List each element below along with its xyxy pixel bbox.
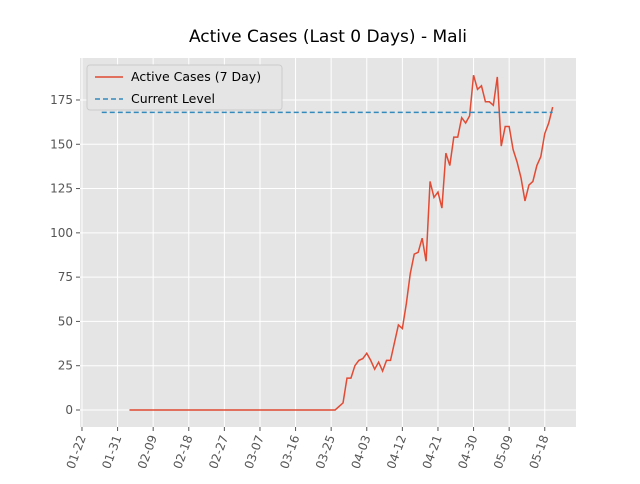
x-tick-label: 05-18 <box>526 433 551 471</box>
x-tick-label: 03-16 <box>277 433 302 471</box>
x-tick-label: 02-09 <box>135 433 160 471</box>
legend-label: Active Cases (7 Day) <box>131 69 261 84</box>
y-tick-label: 25 <box>58 359 73 373</box>
line <box>129 74 554 411</box>
x-tick-label: 01-22 <box>64 433 89 471</box>
x-tick-label: 04-21 <box>420 433 445 471</box>
x-tick-label: 05-09 <box>491 433 516 471</box>
x-tick-label: 03-07 <box>242 433 267 471</box>
y-tick-label: 150 <box>50 137 73 151</box>
y-tick-label: 175 <box>50 93 73 107</box>
plot-area <box>80 58 576 427</box>
x-tick-label: 02-27 <box>206 433 231 471</box>
x-tick-label: 04-12 <box>384 433 409 471</box>
y-tick-label: 0 <box>65 403 73 417</box>
legend-label: Current Level <box>131 91 215 106</box>
y-tick-label: 125 <box>50 182 73 196</box>
x-tick-label: 02-18 <box>171 433 196 471</box>
y-tick-label: 50 <box>58 314 73 328</box>
y-tick-label: 100 <box>50 226 73 240</box>
chart-title: Active Cases (Last 0 Days) - Mali <box>189 27 467 47</box>
legend-box <box>86 64 283 111</box>
x-tick-label: 04-03 <box>348 433 373 471</box>
x-tick-label: 01-31 <box>99 433 124 471</box>
y-tick-label: 75 <box>58 270 73 284</box>
x-tick-label: 04-30 <box>455 433 480 471</box>
x-tick-label: 03-25 <box>313 433 338 471</box>
